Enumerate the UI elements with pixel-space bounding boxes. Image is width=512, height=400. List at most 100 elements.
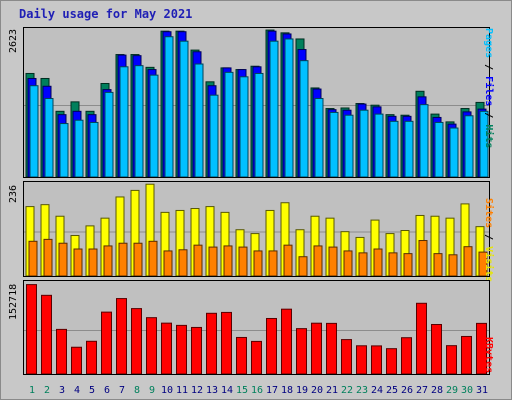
x-tick-label-24: 24 [371,385,383,396]
bar-sites-15 [238,246,248,277]
x-tick-label-8: 8 [134,385,140,396]
bar-pages-30 [464,115,474,178]
bar-sites-19 [298,256,308,277]
bar-kbytes-18 [281,308,292,375]
bar-sites-2 [43,238,53,277]
x-tick-label-22: 22 [341,385,353,396]
bar-sites-4 [73,248,83,277]
bar-kbytes-5 [86,340,97,375]
bar-pages-28 [434,121,444,178]
bar-kbytes-29 [446,345,457,375]
legend-sep-3: / [483,228,494,247]
bar-pages-23 [359,109,369,178]
bar-kbytes-9 [146,317,157,375]
bar-pages-12 [194,63,204,178]
bar-kbytes-3 [56,328,67,375]
x-tick-label-15: 15 [236,385,248,396]
x-tick-label-10: 10 [161,385,173,396]
x-tick-label-2: 2 [44,385,50,396]
bar-kbytes-6 [101,311,112,375]
bar-kbytes-7 [116,298,127,375]
bar-kbytes-1 [26,284,37,375]
bar-sites-12 [193,244,203,277]
legend-visits: Visits [483,246,494,283]
bar-sites-22 [343,250,353,277]
bar-pages-24 [374,113,384,178]
bar-kbytes-28 [431,323,442,375]
bar-pages-4 [74,119,84,178]
bar-sites-3 [58,242,68,277]
legend-sites: Sites [483,198,494,229]
bar-pages-13 [209,94,219,178]
bar-kbytes-19 [296,328,307,375]
bar-sites-25 [388,252,398,277]
bar-sites-21 [328,246,338,277]
bar-kbytes-14 [221,311,232,375]
legend-pages: Pages [483,28,494,59]
bar-kbytes-15 [236,336,247,375]
bar-sites-5 [88,248,98,277]
x-tick-label-11: 11 [176,385,188,396]
x-tick-label-5: 5 [89,385,95,396]
bar-kbytes-8 [131,308,142,375]
chart-title: Daily usage for May 2021 [19,7,193,21]
bar-pages-1 [29,85,39,178]
legend-sep-1: / [483,58,494,77]
bar-sites-7 [118,242,128,277]
bar-sites-10 [163,250,173,277]
bottom-right-legend: KBytes [483,337,494,373]
bar-kbytes-22 [341,339,352,375]
bar-pages-6 [104,91,114,178]
bar-kbytes-10 [161,322,172,375]
bar-pages-25 [389,120,399,178]
bar-kbytes-20 [311,322,322,375]
x-tick-label-28: 28 [431,385,443,396]
x-tick-label-7: 7 [119,385,125,396]
bar-pages-26 [404,120,414,178]
bar-sites-11 [178,249,188,277]
bar-pages-22 [344,114,354,178]
bar-sites-14 [223,245,233,277]
x-axis-labels: 1 2 3 4 5 6 7 8 9 10 11 12 13 14 15 16 17 18 19 20 21 22 23 24 2… [29,385,488,396]
bar-kbytes-11 [176,324,187,375]
x-tick-label-27: 27 [416,385,428,396]
bar-sites-27 [418,240,428,277]
top-right-legend: Pages / Files / Hits [483,28,494,148]
x-tick-label-18: 18 [281,385,293,396]
bar-kbytes-30 [461,335,472,375]
bar-sites-16 [253,250,263,277]
x-tick-label-20: 20 [311,385,323,396]
legend-files: Files [483,76,494,107]
bar-pages-9 [149,74,159,178]
bar-kbytes-27 [416,302,427,375]
bar-sites-29 [448,254,458,277]
bar-pages-27 [419,104,429,178]
hits-files-pages-panel [23,27,490,178]
bar-kbytes-2 [41,294,52,375]
kbytes-panel [23,280,490,375]
x-tick-label-1: 1 [29,385,35,396]
bar-kbytes-12 [191,326,202,375]
bar-pages-7 [119,66,129,178]
bar-kbytes-16 [251,340,262,375]
bar-kbytes-26 [401,337,412,375]
x-tick-label-14: 14 [221,385,233,396]
legend-sep-2: / [483,106,494,125]
x-tick-label-16: 16 [251,385,263,396]
middle-ymax-label: 236 [8,184,19,203]
visits-sites-chart [24,183,489,277]
x-tick-label-21: 21 [326,385,338,396]
bar-pages-11 [179,40,189,178]
bar-sites-17 [268,250,278,277]
x-tick-label-4: 4 [74,385,80,396]
legend-hits: Hits [483,124,494,149]
kbytes-chart [24,284,489,375]
bar-pages-18 [284,38,294,178]
bar-sites-1 [28,240,38,277]
bar-kbytes-17 [266,317,277,375]
x-tick-label-23: 23 [356,385,368,396]
bar-sites-20 [313,245,323,277]
legend-kbytes: KBytes [483,337,494,374]
bottom-ymax-label: 152718 [8,283,19,320]
x-tick-label-13: 13 [206,385,218,396]
